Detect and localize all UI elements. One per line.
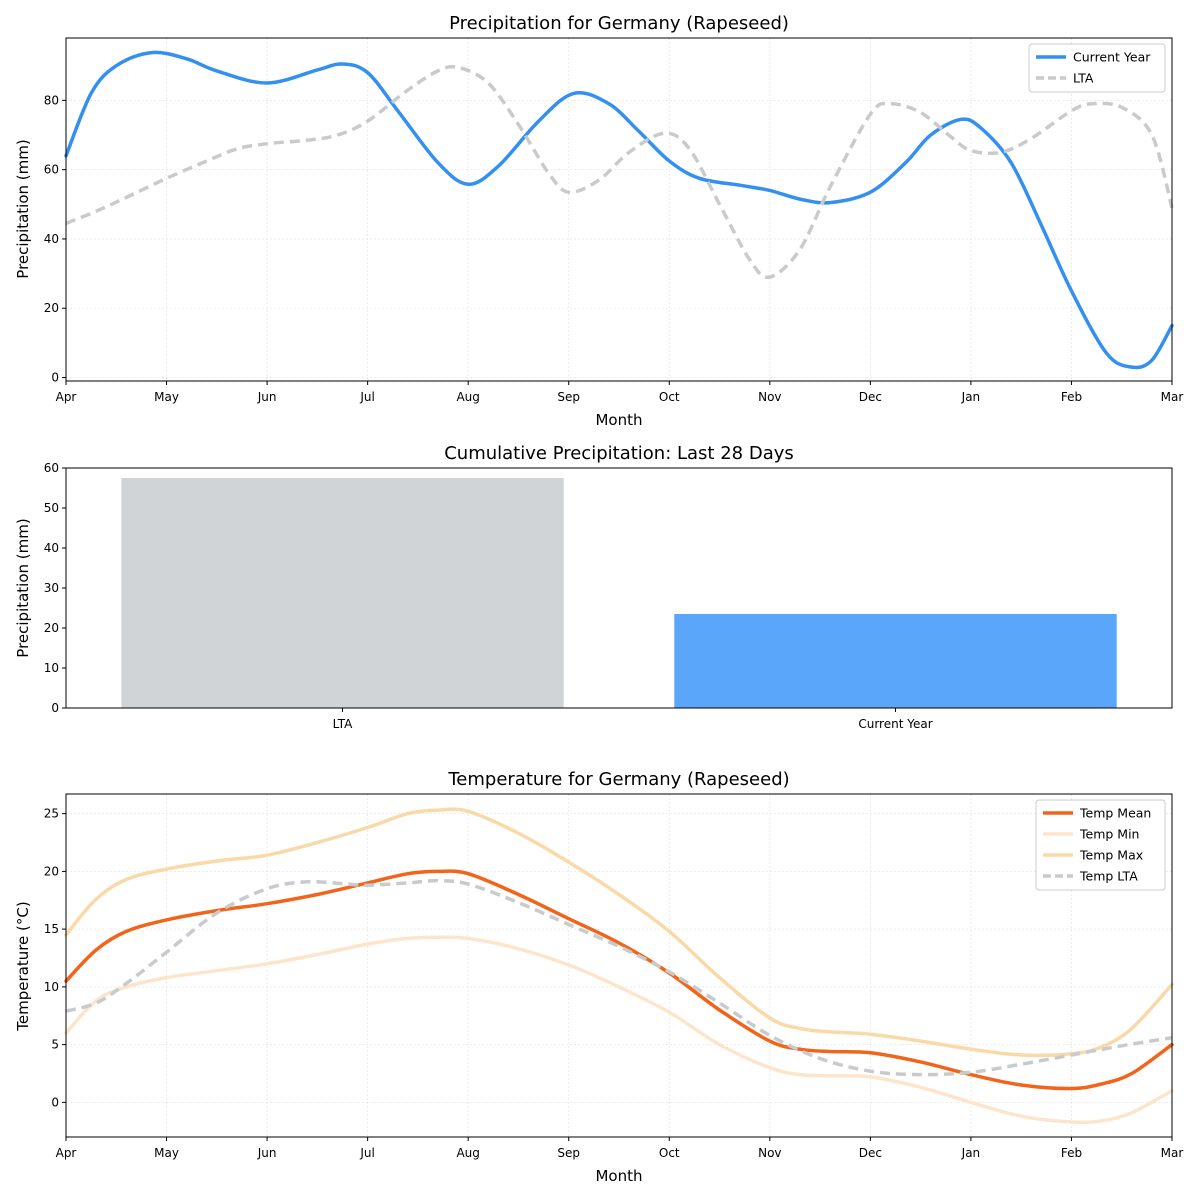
legend-label: Temp Max [1079, 848, 1143, 863]
y-tick-label: 20 [44, 621, 59, 635]
x-tick-label: Apr [56, 1146, 77, 1160]
chart-title: Precipitation for Germany (Rapeseed) [449, 13, 789, 34]
x-tick-label: Jun [257, 390, 277, 404]
x-axis-label: Month [595, 411, 642, 429]
y-tick-label: 80 [44, 93, 59, 107]
y-axis-label: Precipitation (mm) [14, 139, 32, 278]
x-tick-label: Mar [1161, 1146, 1184, 1160]
x-tick-label: Sep [557, 1146, 580, 1160]
series-line-0 [64, 869, 1174, 1091]
x-tick-label: Feb [1061, 390, 1082, 404]
legend-label: Temp LTA [1079, 869, 1138, 884]
x-axis-ticks: LTA Current Year [333, 708, 933, 731]
y-tick-label: 30 [44, 581, 59, 595]
series-line-1 [65, 64, 1174, 280]
x-tick-label: Jan [961, 1146, 981, 1160]
gridlines [65, 38, 1173, 381]
x-tick-label: Jul [359, 1146, 374, 1160]
y-tick-label: 10 [44, 980, 59, 994]
y-tick-label: 40 [44, 541, 59, 555]
y-axis-label: Temperature (°C) [14, 901, 32, 1031]
x-axis-ticks: Apr May Jun Jul Aug Sep Oct Nov Dec Jan Feb Mar [56, 381, 1184, 404]
precipitation-line-chart: Precipitation for Germany (Rapeseed) Mon… [14, 13, 1183, 429]
y-tick-label: 0 [51, 701, 59, 715]
y-axis-ticks: 0 20 40 60 80 [44, 93, 66, 385]
y-tick-label: 0 [51, 1095, 59, 1109]
x-tick-label: Oct [659, 1146, 680, 1160]
legend-label: LTA [1073, 71, 1094, 86]
legend: Temp Mean Temp Min Temp Max Temp LTA [1035, 799, 1166, 891]
x-tick-label: Sep [557, 390, 580, 404]
legend-label: Temp Mean [1079, 806, 1151, 821]
x-tick-label: Mar [1161, 390, 1184, 404]
legend-label: Temp Min [1079, 827, 1139, 842]
y-axis-ticks: 0 10 20 30 40 50 60 [44, 461, 66, 715]
y-tick-label: 20 [44, 864, 59, 878]
legend: Current Year LTA [1028, 43, 1166, 93]
cumulative-precipitation-bar-chart: Cumulative Precipitation: Last 28 Days P… [14, 443, 1173, 731]
x-tick-label: Dec [859, 390, 882, 404]
y-axis-label: Precipitation (mm) [14, 518, 32, 657]
y-tick-label: 0 [51, 371, 59, 385]
x-tick-label: May [154, 1146, 179, 1160]
x-tick-label: Oct [659, 390, 680, 404]
x-tick-label: Nov [758, 1146, 781, 1160]
plot-frame [65, 37, 1173, 382]
legend-box [1035, 799, 1166, 891]
x-tick-label: LTA [333, 717, 353, 731]
y-tick-label: 20 [44, 301, 59, 315]
chart-title: Cumulative Precipitation: Last 28 Days [444, 443, 794, 464]
x-tick-label: Jun [257, 1146, 277, 1160]
x-axis-ticks: Apr May Jun Jul Aug Sep Oct Nov Dec Jan Feb Mar [56, 1137, 1184, 1160]
y-tick-label: 15 [44, 922, 59, 936]
x-axis-label: Month [595, 1167, 642, 1185]
bar-0 [121, 478, 564, 708]
series-lines [64, 50, 1174, 370]
bar-1 [674, 614, 1117, 708]
y-tick-label: 50 [44, 501, 59, 515]
x-tick-label: Aug [456, 390, 479, 404]
x-tick-label: Apr [56, 390, 77, 404]
series-line-3 [65, 878, 1173, 1077]
y-tick-label: 40 [44, 232, 59, 246]
y-tick-label: 60 [44, 461, 59, 475]
plot-frame [65, 793, 1173, 1138]
y-tick-label: 5 [51, 1038, 59, 1052]
x-tick-label: Current Year [858, 717, 932, 731]
x-tick-label: May [154, 390, 179, 404]
chart-title: Temperature for Germany (Rapeseed) [447, 769, 789, 790]
temperature-line-chart: Temperature for Germany (Rapeseed) Month… [14, 769, 1183, 1185]
series-lines [64, 807, 1174, 1125]
bars [121, 478, 1117, 708]
x-tick-label: Dec [859, 1146, 882, 1160]
legend-label: Current Year [1073, 50, 1151, 65]
y-tick-label: 10 [44, 661, 59, 675]
y-axis-ticks: 0 5 10 15 20 25 [44, 807, 66, 1109]
series-line-1 [64, 935, 1174, 1125]
gridlines [65, 794, 1173, 1137]
x-tick-label: Aug [456, 1146, 479, 1160]
x-tick-label: Feb [1061, 1146, 1082, 1160]
x-tick-label: Jan [961, 390, 981, 404]
series-line-2 [64, 807, 1174, 1058]
x-tick-label: Jul [359, 390, 374, 404]
series-line-0 [64, 50, 1174, 370]
y-tick-label: 25 [44, 807, 59, 821]
x-tick-label: Nov [758, 390, 781, 404]
y-tick-label: 60 [44, 163, 59, 177]
